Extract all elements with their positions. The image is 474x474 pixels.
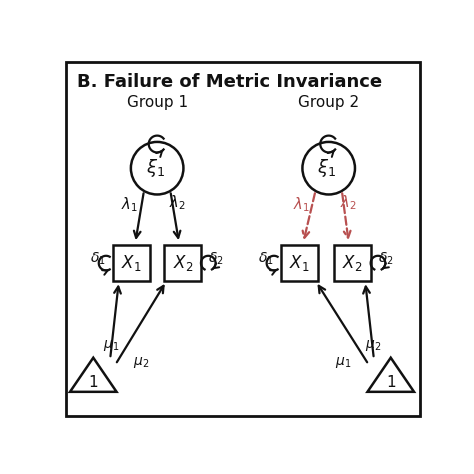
Text: $\mu_1$: $\mu_1$ [103,337,119,353]
Text: Group 1: Group 1 [127,95,188,110]
Text: $\lambda_1$: $\lambda_1$ [121,195,138,214]
FancyBboxPatch shape [66,63,420,416]
Text: $\xi_1$: $\xi_1$ [318,157,337,179]
Text: $\delta_1$: $\delta_1$ [90,251,106,267]
Text: $X_2$: $X_2$ [342,253,363,273]
Text: $\lambda_2$: $\lambda_2$ [169,193,186,212]
Text: $\xi_1$: $\xi_1$ [146,157,165,179]
Text: $X_1$: $X_1$ [289,253,310,273]
Circle shape [302,142,355,194]
Text: $X_1$: $X_1$ [121,253,142,273]
Text: $\mu_2$: $\mu_2$ [365,337,382,353]
FancyBboxPatch shape [113,245,150,282]
Text: $\delta_2$: $\delta_2$ [378,251,394,267]
Text: 1: 1 [89,375,98,390]
FancyBboxPatch shape [164,245,201,282]
Text: $\delta_2$: $\delta_2$ [209,251,224,267]
FancyBboxPatch shape [281,245,318,282]
FancyBboxPatch shape [334,245,371,282]
Text: Group 2: Group 2 [298,95,359,110]
Text: B. Failure of Metric Invariance: B. Failure of Metric Invariance [77,73,382,91]
Text: $\mu_1$: $\mu_1$ [335,355,351,370]
Text: $\mu_2$: $\mu_2$ [133,355,149,370]
Text: $X_2$: $X_2$ [173,253,193,273]
Text: $\lambda_1$: $\lambda_1$ [293,195,310,214]
Circle shape [131,142,183,194]
Polygon shape [367,358,414,392]
Polygon shape [70,358,117,392]
Text: $\lambda_2$: $\lambda_2$ [340,193,357,212]
Text: $\delta_1$: $\delta_1$ [258,251,274,267]
Text: 1: 1 [386,375,396,390]
